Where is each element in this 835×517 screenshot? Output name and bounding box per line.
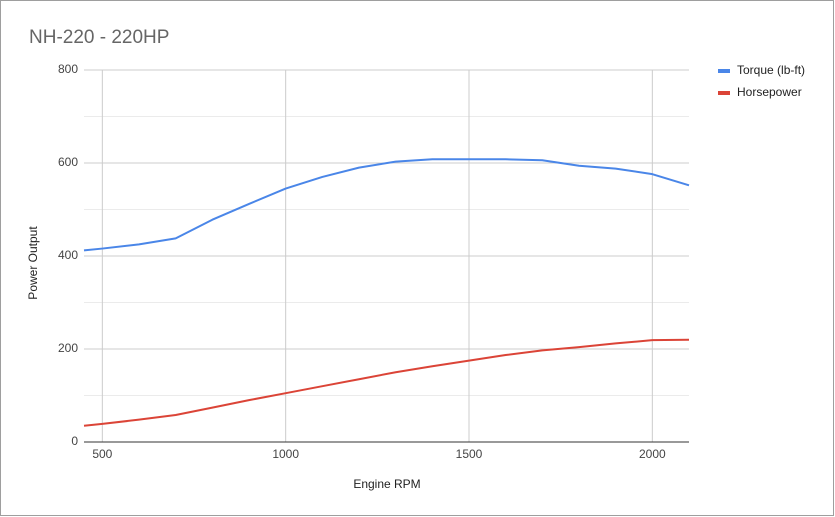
- legend-swatch: [718, 69, 730, 73]
- chart-title: NH-220 - 220HP: [29, 27, 169, 48]
- x-tick-label: 1000: [272, 447, 299, 461]
- legend-label: Horsepower: [737, 85, 802, 99]
- y-axis-label: Power Output: [26, 226, 40, 300]
- x-tick-label: 500: [92, 447, 112, 461]
- legend-label: Torque (lb-ft): [737, 63, 805, 77]
- y-tick-label: 600: [58, 155, 78, 169]
- series-line: [83, 158, 690, 252]
- legend-swatch: [718, 91, 730, 95]
- y-tick-label: 200: [58, 341, 78, 355]
- y-tick-label: 0: [71, 434, 78, 448]
- y-tick-label: 400: [58, 248, 78, 262]
- x-axis-label: Engine RPM: [353, 477, 420, 491]
- y-tick-label: 800: [58, 62, 78, 76]
- x-tick-label: 2000: [639, 447, 666, 461]
- series-line: [83, 338, 690, 427]
- x-tick-label: 1500: [456, 447, 483, 461]
